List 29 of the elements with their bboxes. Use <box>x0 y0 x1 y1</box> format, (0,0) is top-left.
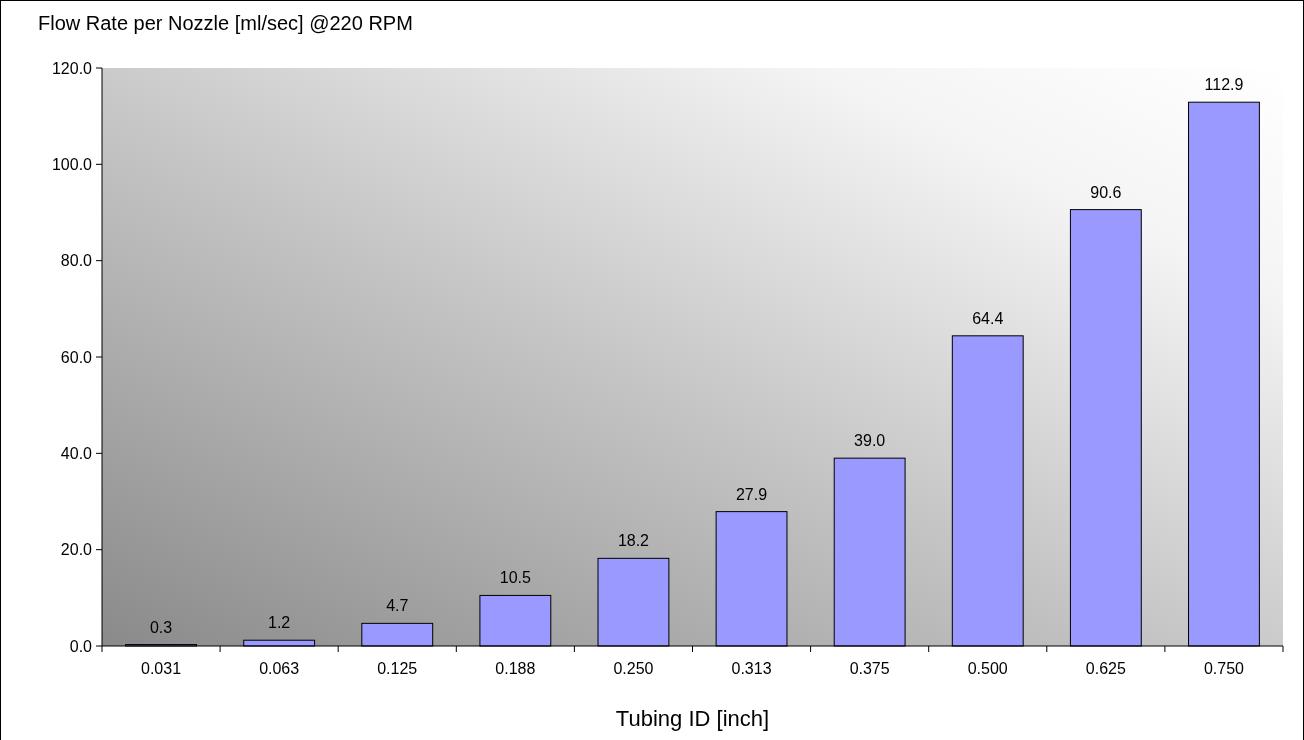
data-label: 10.5 <box>499 569 532 587</box>
x-tick-label: 0.031 <box>141 660 182 677</box>
data-label: 112.9 <box>1204 76 1244 94</box>
x-tick-label: 0.313 <box>731 660 772 677</box>
y-tick-label: 20.0 <box>60 541 93 559</box>
y-tick-label: 80.0 <box>60 252 93 270</box>
x-tick-label: 0.250 <box>613 660 654 677</box>
data-label: 27.9 <box>735 485 768 503</box>
x-tick-label: 0.750 <box>1203 660 1245 677</box>
data-label: 18.2 <box>617 532 650 550</box>
y-tick-label: 120.0 <box>51 59 93 77</box>
data-label: 4.7 <box>386 597 409 615</box>
x-axis-title: Tubing ID [inch] <box>615 706 770 731</box>
y-tick-label: 100.0 <box>51 155 93 173</box>
x-tick-label: 0.188 <box>495 660 536 677</box>
data-label: 90.6 <box>1090 183 1122 201</box>
data-label: 0.3 <box>149 618 173 636</box>
y-tick-label: 0.0 <box>69 637 93 655</box>
chart-title: Flow Rate per Nozzle [ml/sec] @220 RPM <box>38 12 413 34</box>
data-label: 64.4 <box>972 309 1004 327</box>
x-tick-label: 0.375 <box>849 660 890 677</box>
y-tick-label: 60.0 <box>60 348 93 366</box>
x-tick-label: 0.625 <box>1085 660 1126 677</box>
data-label: 39.0 <box>854 432 886 450</box>
y-tick-label: 40.0 <box>60 444 93 462</box>
x-tick-label: 0.500 <box>967 660 1008 677</box>
x-tick-label: 0.063 <box>259 660 300 677</box>
data-label: 1.2 <box>268 614 291 632</box>
x-tick-label: 0.125 <box>377 660 418 677</box>
